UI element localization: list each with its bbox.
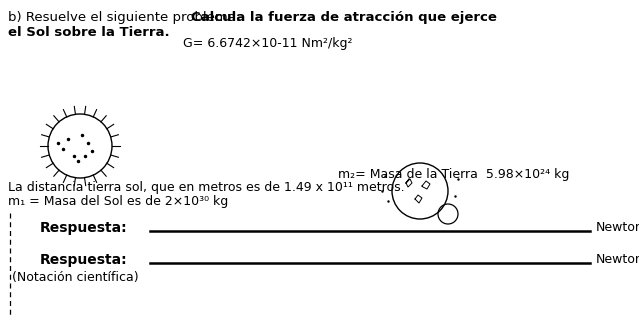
Text: Newtons: Newtons — [596, 221, 639, 234]
Text: La distancia tierra sol, que en metros es de 1.49 x 10¹¹ metros.: La distancia tierra sol, que en metros e… — [8, 181, 404, 194]
Text: b) Resuelve el siguiente problema:: b) Resuelve el siguiente problema: — [8, 11, 245, 24]
Text: Calcula la fuerza de atracción que ejerce: Calcula la fuerza de atracción que ejerc… — [191, 11, 497, 24]
Text: (Notación científica): (Notación científica) — [12, 271, 139, 284]
Text: Newtons: Newtons — [596, 253, 639, 266]
Text: m₁ = Masa del Sol es de 2×10³⁰ kg: m₁ = Masa del Sol es de 2×10³⁰ kg — [8, 195, 228, 208]
Text: Respuesta:: Respuesta: — [40, 253, 128, 267]
Text: G= 6.6742×10-11 Nm²/kg²: G= 6.6742×10-11 Nm²/kg² — [183, 37, 353, 50]
Text: m₂= Masa de la Tierra  5.98×10²⁴ kg: m₂= Masa de la Tierra 5.98×10²⁴ kg — [338, 168, 569, 181]
Text: Respuesta:: Respuesta: — [40, 221, 128, 235]
Text: el Sol sobre la Tierra.: el Sol sobre la Tierra. — [8, 26, 169, 39]
